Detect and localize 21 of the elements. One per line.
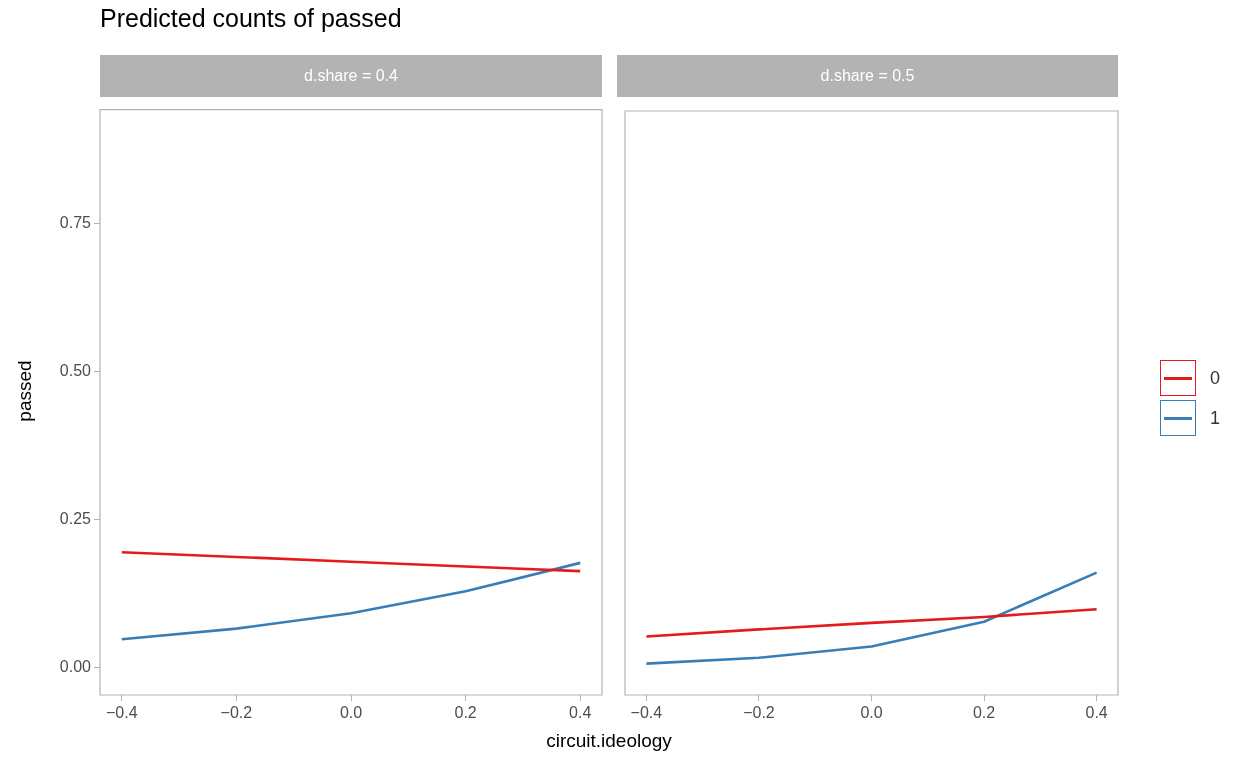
x-tick-label: −0.4 (630, 704, 663, 722)
x-tick-label: 0.0 (339, 704, 363, 722)
x-tick-label: 0.4 (1085, 704, 1108, 722)
x-tick-label: 0.4 (569, 704, 592, 722)
x-tick-label: −0.2 (220, 704, 253, 722)
x-tick-label: 0.2 (972, 704, 996, 722)
y-axis-title: passed (14, 359, 36, 424)
x-tick-label: −0.4 (105, 704, 138, 722)
legend-label: 1 (1210, 407, 1221, 429)
legend-label: 0 (1210, 367, 1221, 389)
y-tick-label: 0.50 (59, 361, 92, 379)
x-tick-label: 0.2 (454, 704, 477, 722)
y-tick-label: 0.75 (59, 213, 92, 231)
chart-subtitle: d.share = 0.4 (100, 55, 602, 97)
chart-title: Predicted counts of passed (100, 4, 402, 33)
y-tick-label: 0.00 (59, 658, 92, 676)
chart-subtitle: d.share = 0.5 (617, 55, 1118, 97)
x-tick-label: 0.0 (860, 704, 883, 722)
y-tick-label: 0.25 (59, 510, 92, 528)
x-tick-label: −0.2 (743, 704, 775, 722)
x-axis-title: circuit.ideology (545, 730, 673, 752)
